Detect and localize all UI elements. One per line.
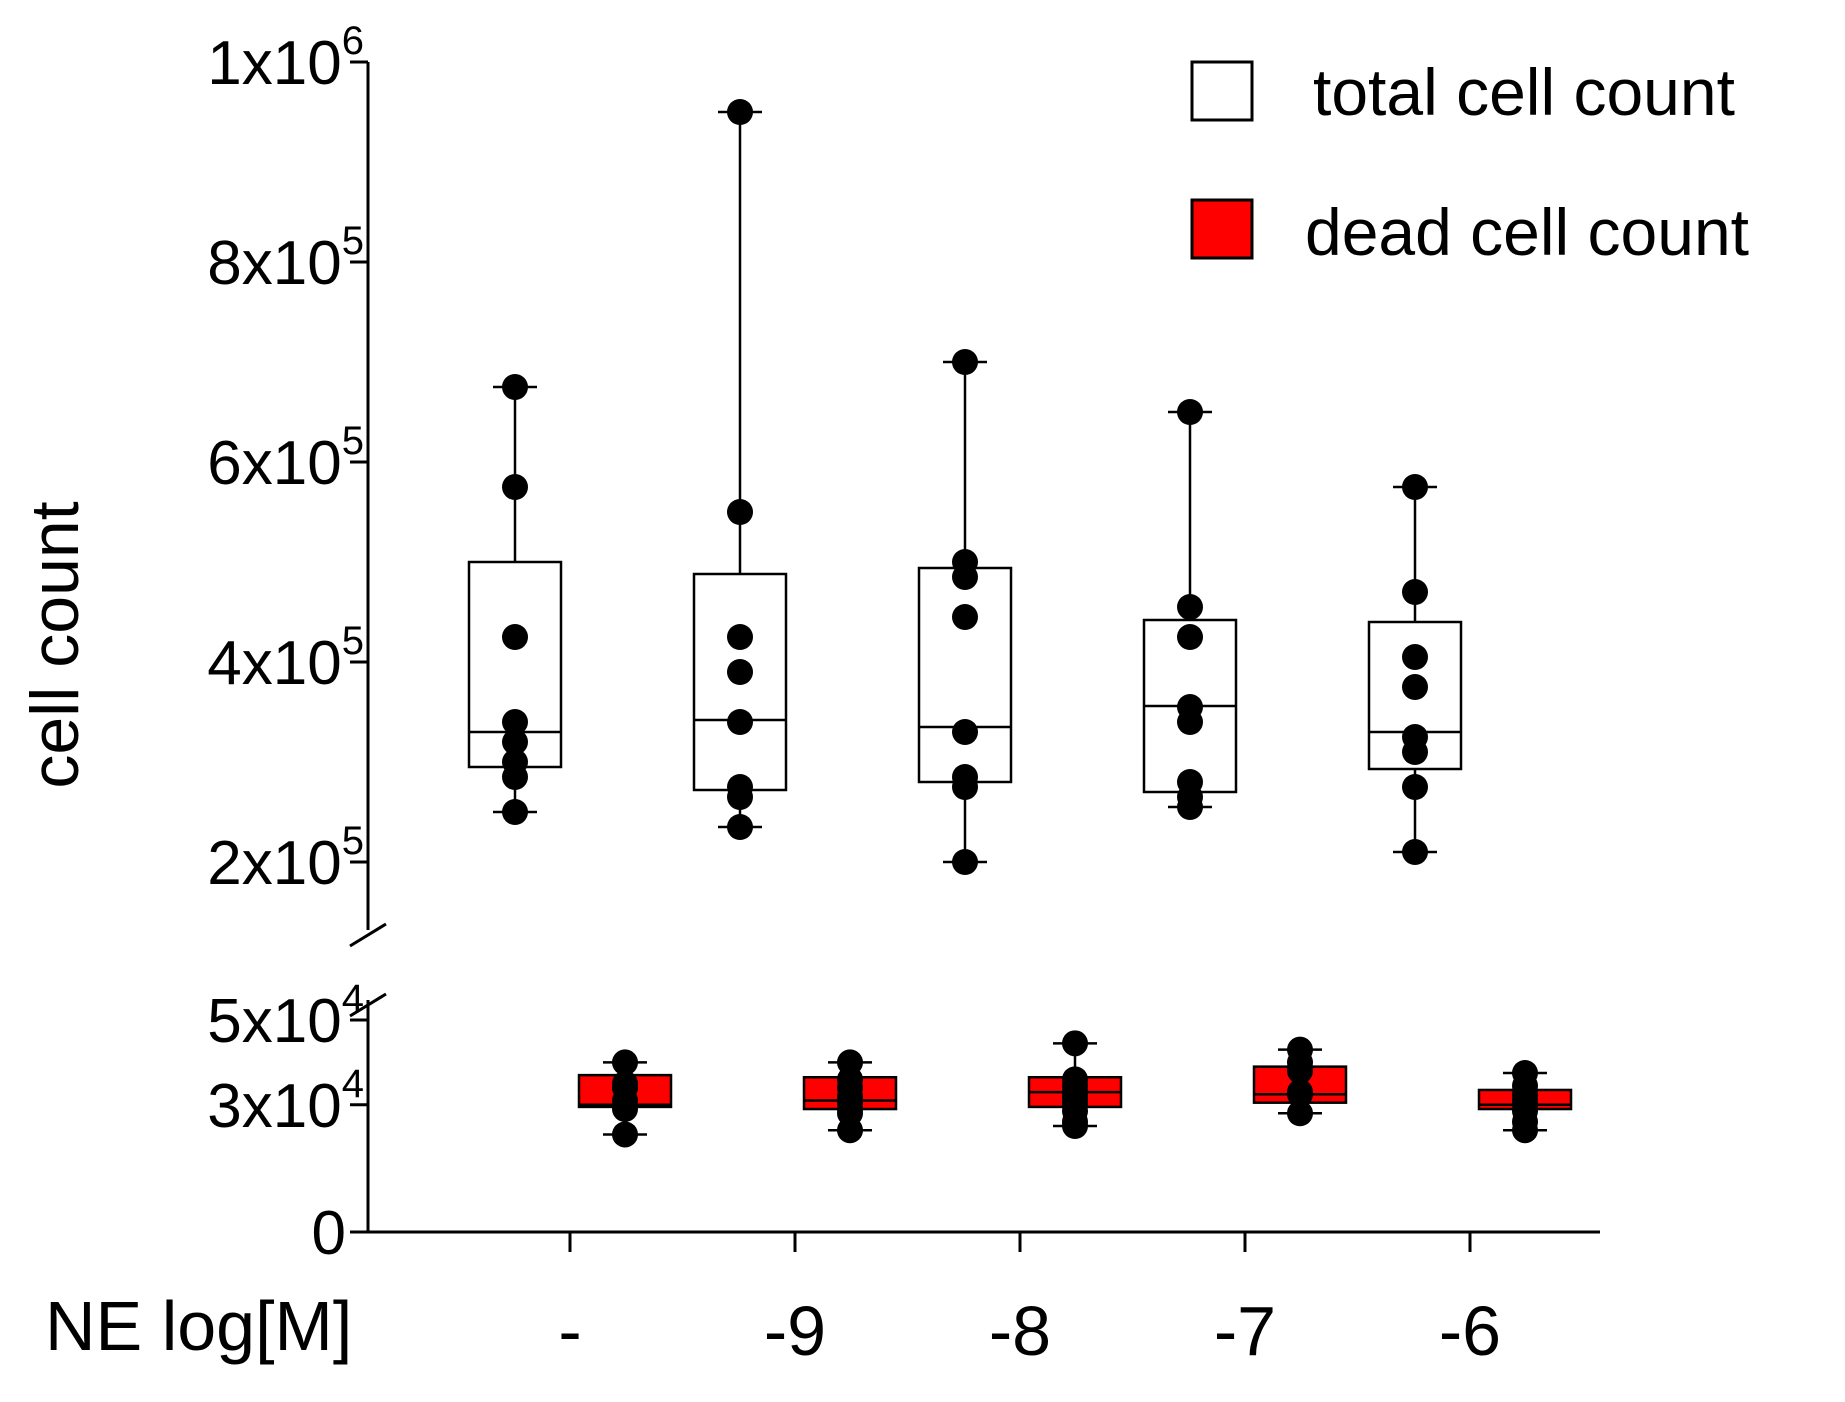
data-point-dead bbox=[1512, 1060, 1538, 1086]
legend-label-total: total cell count bbox=[1313, 55, 1735, 129]
data-point-total bbox=[727, 99, 753, 125]
data-point-total bbox=[502, 624, 528, 650]
data-point-dead bbox=[612, 1070, 638, 1097]
y-tick-label-upper: 4x105 bbox=[207, 619, 364, 698]
y-tick-label-upper: 6x105 bbox=[207, 419, 364, 498]
data-point-total bbox=[1402, 474, 1428, 500]
x-tick-label: -6 bbox=[1439, 1292, 1501, 1370]
data-point-total bbox=[727, 499, 753, 525]
data-point-total bbox=[727, 709, 753, 735]
data-point-total bbox=[727, 814, 753, 840]
data-point-dead bbox=[1062, 1066, 1088, 1093]
data-point-total bbox=[502, 729, 528, 755]
x-tick-label: -9 bbox=[764, 1292, 826, 1370]
data-point-total bbox=[952, 764, 978, 790]
x-tick-label: -7 bbox=[1214, 1292, 1276, 1370]
data-point-total bbox=[1402, 774, 1428, 800]
data-point-dead bbox=[612, 1049, 638, 1076]
legend: total cell count dead cell count bbox=[1190, 55, 1749, 269]
data-point-dead bbox=[1287, 1036, 1313, 1063]
data-point-dead bbox=[1287, 1100, 1313, 1127]
data-point-total bbox=[952, 604, 978, 630]
x-tick-label: -8 bbox=[989, 1292, 1051, 1370]
data-point-total bbox=[727, 659, 753, 685]
data-point-total bbox=[1402, 579, 1428, 605]
data-point-total bbox=[1177, 769, 1203, 795]
data-point-total bbox=[952, 349, 978, 375]
data-point-dead bbox=[1062, 1030, 1088, 1057]
axis-break-mark bbox=[349, 922, 387, 948]
legend-swatch-dead bbox=[1190, 198, 1254, 260]
y-tick-label-lower: 5x104 bbox=[207, 977, 364, 1056]
y-tick-label-upper: 8x105 bbox=[207, 219, 364, 298]
y-tick-label-lower: 0 bbox=[312, 1199, 346, 1268]
y-tick-label-upper: 1x106 bbox=[207, 19, 364, 98]
data-point-total bbox=[502, 474, 528, 500]
data-point-total bbox=[502, 749, 528, 775]
data-point-total bbox=[502, 709, 528, 735]
data-point-total bbox=[1177, 694, 1203, 720]
data-point-total bbox=[1402, 674, 1428, 700]
data-point-total bbox=[1402, 644, 1428, 670]
data-point-total bbox=[727, 774, 753, 800]
legend-label-dead: dead cell count bbox=[1305, 195, 1749, 269]
box-total bbox=[917, 566, 1013, 784]
data-point-total bbox=[952, 719, 978, 745]
axes-group: - -9 -8 -7 -6 2x105 4x105 6x105 8x105 1x106 0 3x104… bbox=[207, 19, 1600, 1370]
y-axis-title: cell count bbox=[17, 501, 93, 788]
data-point-total bbox=[1402, 839, 1428, 865]
points-group bbox=[502, 99, 1538, 1148]
x-tick-label: - bbox=[558, 1292, 581, 1370]
data-point-dead bbox=[1287, 1079, 1313, 1106]
labels-group: cell count NE log[M] bbox=[17, 501, 352, 1365]
data-point-dead bbox=[612, 1121, 638, 1148]
data-point-total bbox=[952, 549, 978, 575]
axis-break-mark bbox=[349, 992, 387, 1018]
y-tick-label-lower: 3x104 bbox=[207, 1062, 364, 1141]
data-point-dead bbox=[837, 1049, 863, 1076]
data-point-total bbox=[727, 624, 753, 650]
data-point-total bbox=[1177, 594, 1203, 620]
legend-swatch-total bbox=[1190, 60, 1254, 122]
data-point-total bbox=[1402, 724, 1428, 750]
x-axis-title: NE log[M] bbox=[45, 1287, 352, 1365]
data-point-total bbox=[1177, 624, 1203, 650]
data-point-total bbox=[1177, 399, 1203, 425]
data-point-total bbox=[502, 799, 528, 825]
data-point-total bbox=[502, 374, 528, 400]
data-point-total bbox=[952, 849, 978, 875]
y-tick-label-upper: 2x105 bbox=[207, 819, 364, 898]
